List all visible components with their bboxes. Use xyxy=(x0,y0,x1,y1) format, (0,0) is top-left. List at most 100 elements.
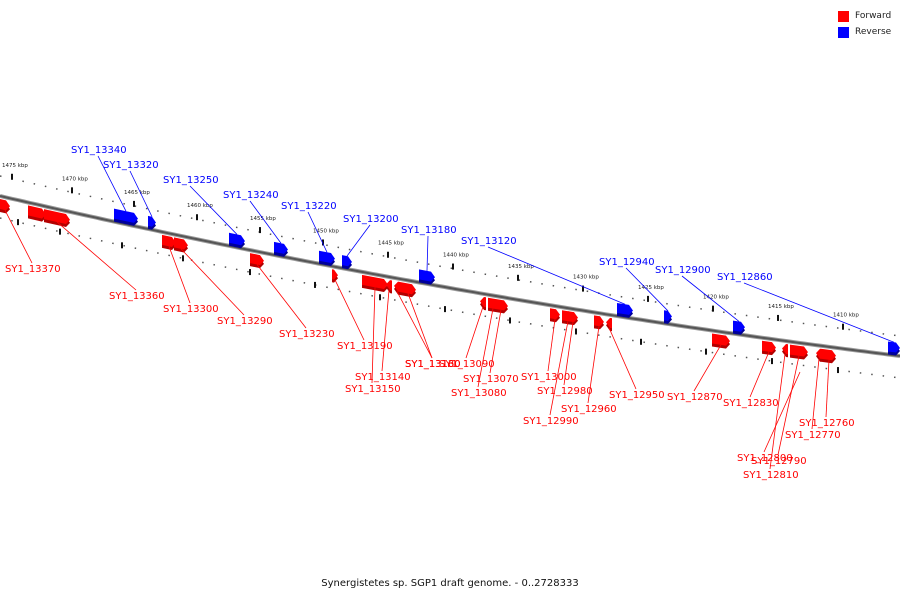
forward-gene-arrow xyxy=(712,333,730,346)
forward-gene-label: SY1_13300 xyxy=(163,304,219,315)
track-tick xyxy=(121,242,123,249)
forward-gene-arrow xyxy=(332,269,338,280)
legend-label-reverse: Reverse xyxy=(855,27,892,37)
track-tick xyxy=(705,348,707,355)
reverse-gene-label: SY1_13220 xyxy=(281,201,337,212)
reverse-gene-arrow xyxy=(419,269,435,282)
forward-gene-label: SY1_13150 xyxy=(345,384,401,395)
kbp-tick-mark xyxy=(259,227,261,234)
reverse-gene-label: SY1_13180 xyxy=(401,225,457,236)
leader-line xyxy=(129,170,153,217)
reverse-swatch xyxy=(838,26,849,38)
track-tick xyxy=(837,367,839,374)
leader-line xyxy=(587,326,600,404)
reverse-gene-arrow xyxy=(342,255,352,267)
legend: Forward Reverse xyxy=(838,8,891,40)
leader-line xyxy=(625,267,669,312)
forward-gene-label: SY1_13000 xyxy=(521,372,577,383)
forward-gene-label: SY1_13160 xyxy=(405,359,461,370)
reverse-gene-arrow xyxy=(274,241,288,254)
reverse-gene-label: SY1_13120 xyxy=(461,236,517,247)
kbp-tick-mark xyxy=(517,274,519,281)
leader-line xyxy=(381,289,390,372)
kbp-tick-mark xyxy=(647,295,649,302)
forward-gene-arrow xyxy=(0,199,10,211)
forward-gene-arrow xyxy=(386,280,392,291)
leader-line xyxy=(4,209,33,264)
kbp-tick-label: 1465 kbp xyxy=(124,190,150,196)
leader-line xyxy=(180,248,245,316)
leader-line xyxy=(256,264,307,329)
forward-gene-label: SY1_13370 xyxy=(5,264,61,275)
leader-line xyxy=(346,224,371,257)
forward-gene-arrow xyxy=(250,253,264,266)
reverse-gene-label: SY1_13320 xyxy=(103,160,159,171)
reverse-gene-arrow xyxy=(664,310,672,321)
leader-line xyxy=(189,185,238,235)
track-tick xyxy=(249,269,251,276)
reverse-gene-arrow xyxy=(733,320,745,332)
leader-line xyxy=(769,353,786,470)
legend-label-forward: Forward xyxy=(855,11,892,21)
leader-line xyxy=(763,371,801,453)
forward-gene-label: SY1_12830 xyxy=(723,398,779,409)
leader-line xyxy=(465,306,484,359)
forward-gene-label: SY1_13360 xyxy=(109,291,165,302)
reverse-gene-arrow xyxy=(229,232,245,246)
leader-line xyxy=(396,291,433,359)
leader-line xyxy=(371,287,376,384)
kbp-tick-label: 1445 kbp xyxy=(378,241,404,247)
track-tick xyxy=(379,294,381,301)
reverse-gene-arrow xyxy=(617,303,633,315)
forward-gene-label: SY1_13130 xyxy=(405,359,461,370)
forward-gene-arrow xyxy=(480,297,486,308)
forward-gene-arrow xyxy=(162,234,176,247)
forward-gene-arrow xyxy=(28,205,46,219)
forward-gene-arrow xyxy=(782,344,788,355)
forward-gene-arrow xyxy=(394,281,400,292)
leader-line xyxy=(307,211,328,253)
forward-gene-arrow xyxy=(790,344,808,357)
kbp-tick-label: 1430 kbp xyxy=(573,275,599,281)
forward-gene-label: SY1_12870 xyxy=(667,392,723,403)
kbp-tick-mark xyxy=(71,187,73,194)
track-tick xyxy=(640,338,642,345)
kbp-tick-mark xyxy=(133,200,135,207)
forward-gene-label: SY1_13230 xyxy=(279,329,335,340)
forward-gene-arrow xyxy=(44,209,70,224)
kbp-tick-label: 1415 kbp xyxy=(768,304,794,310)
forward-gene-label: SY1_12960 xyxy=(561,404,617,415)
forward-gene-label: SY1_12790 xyxy=(751,456,807,467)
forward-gene-label: SY1_13080 xyxy=(451,388,507,399)
track-tick xyxy=(771,358,773,365)
forward-gene-arrow xyxy=(174,237,188,250)
kbp-tick-label: 1440 kbp xyxy=(443,253,469,259)
reverse-gene-arrow xyxy=(888,341,900,353)
forward-gene-label: SY1_12990 xyxy=(523,416,579,427)
leader-line xyxy=(693,344,722,392)
figure-caption: Synergistetes sp. SGP1 draft genome. - 0… xyxy=(321,578,579,589)
kbp-tick-label: 1420 kbp xyxy=(703,295,729,301)
kbp-tick-label: 1410 kbp xyxy=(833,313,859,319)
kbp-tick-mark xyxy=(196,214,198,221)
leader-line xyxy=(825,359,830,418)
forward-gene-arrow xyxy=(594,315,604,327)
track-tick xyxy=(59,228,61,235)
forward-gene-arrow xyxy=(762,340,776,353)
reverse-gene-arrow xyxy=(114,208,138,223)
leader-line xyxy=(681,275,740,322)
track-tick xyxy=(182,255,184,262)
kbp-tick-mark xyxy=(452,263,454,270)
track-tick xyxy=(314,281,316,288)
leader-line xyxy=(407,293,433,359)
forward-gene-arrow xyxy=(568,311,578,323)
reverse-gene-label: SY1_13240 xyxy=(223,190,279,201)
kbp-tick-mark xyxy=(842,323,844,330)
leader-line xyxy=(811,358,820,430)
forward-gene-label: SY1_13070 xyxy=(463,374,519,385)
leader-line xyxy=(749,351,770,398)
kbp-tick-label: 1470 kbp xyxy=(62,176,88,182)
leader-line xyxy=(249,200,282,244)
forward-gene-label: SY1_12810 xyxy=(743,470,799,481)
